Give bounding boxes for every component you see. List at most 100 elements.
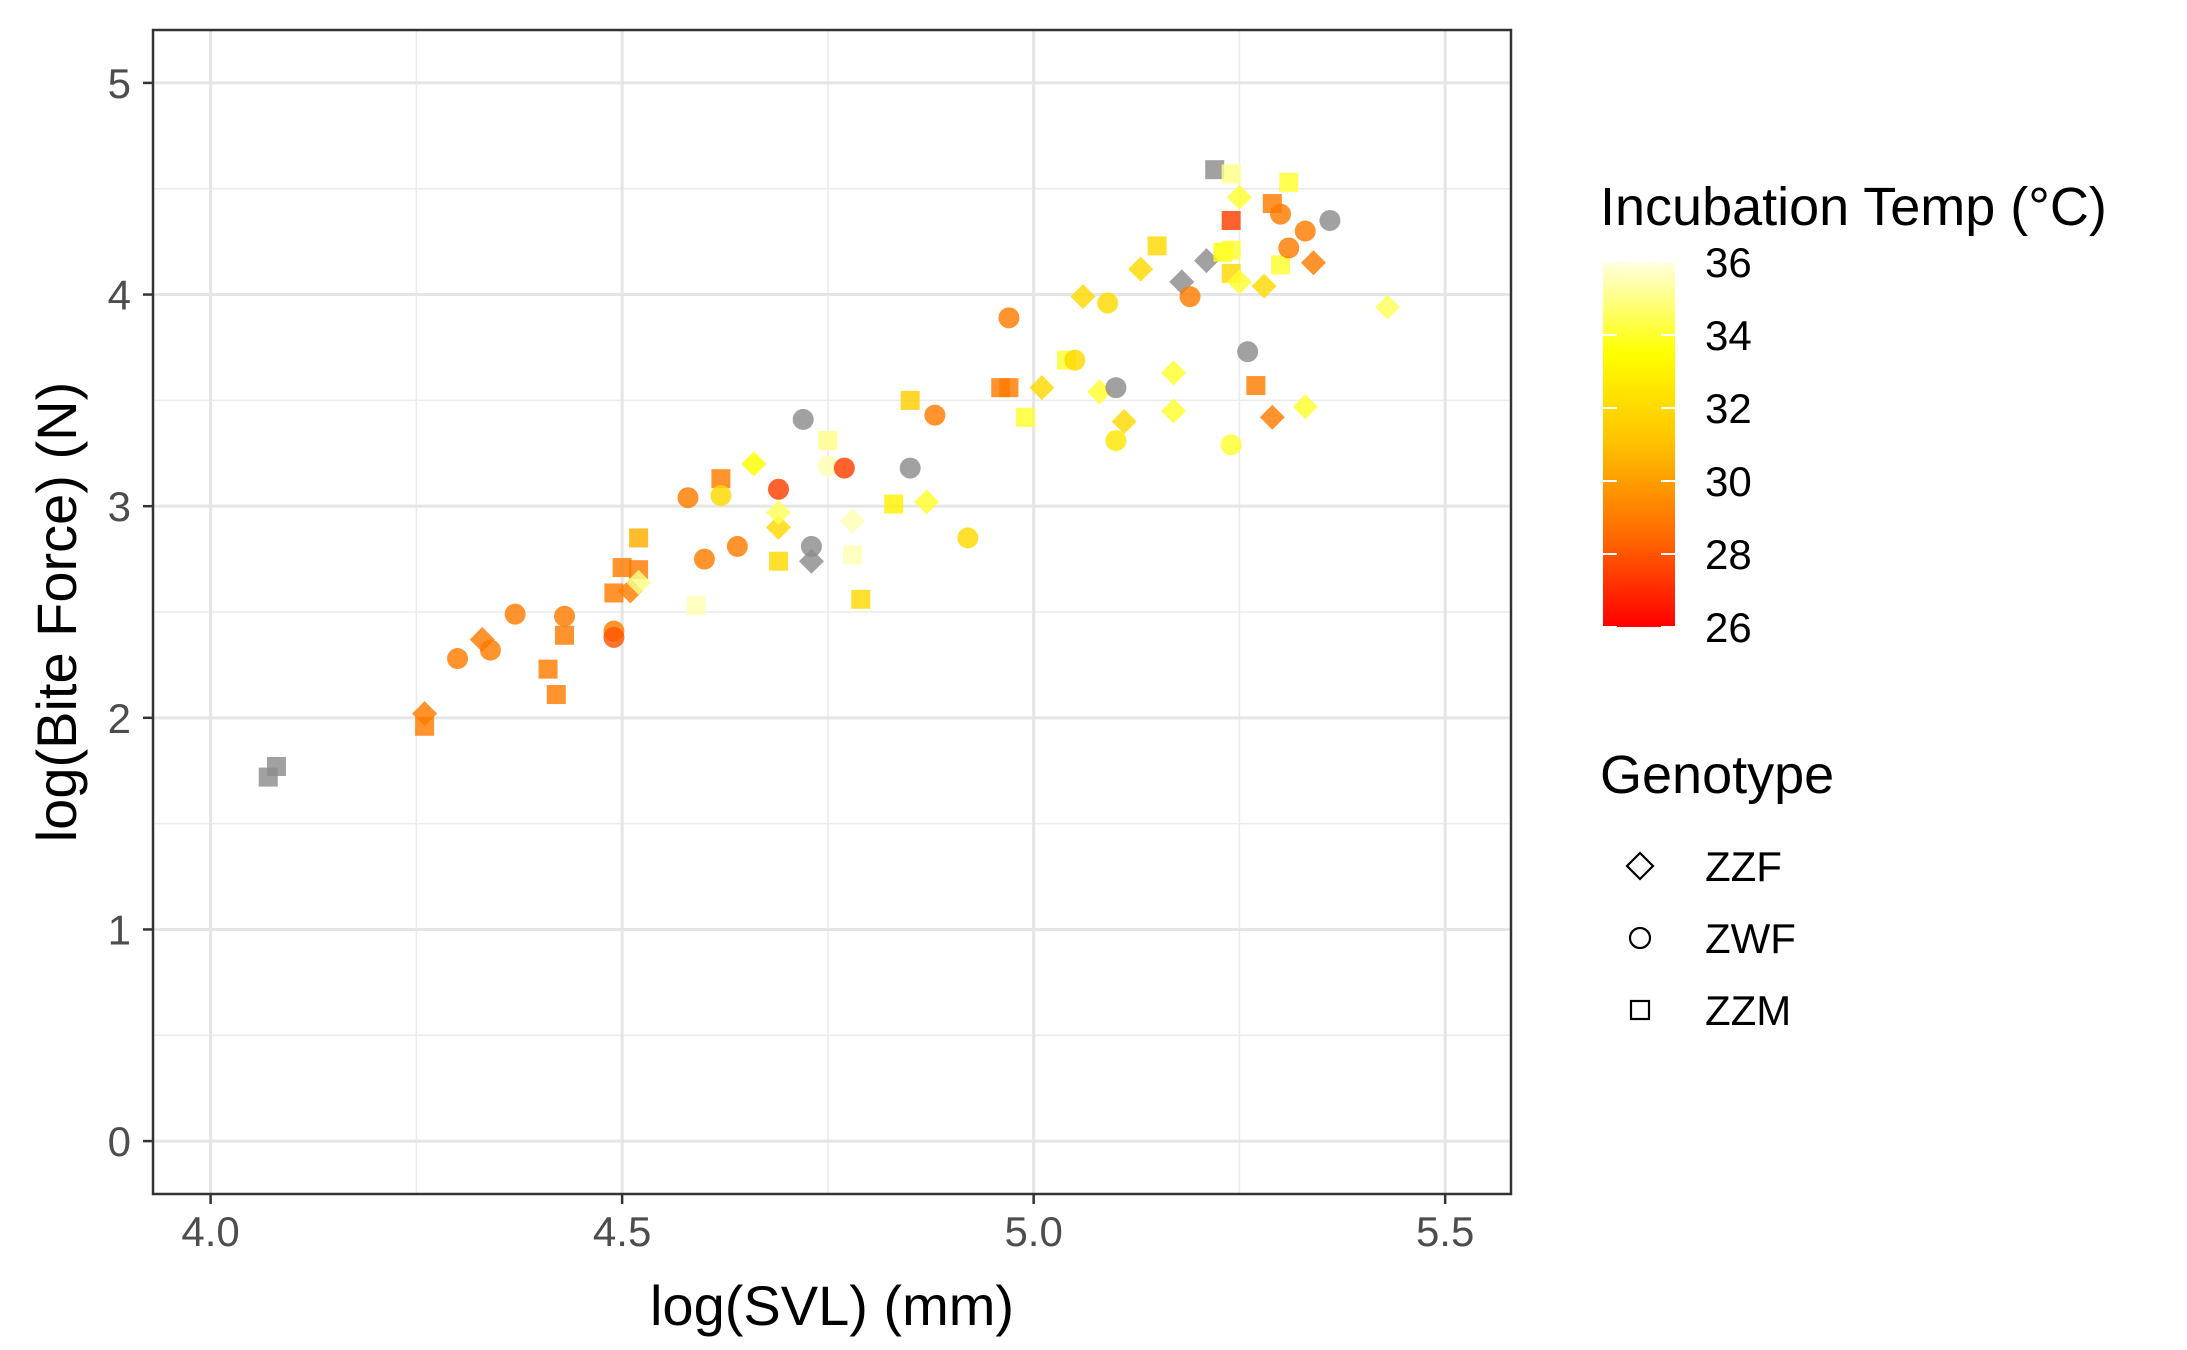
y-tick-label: 3: [108, 483, 131, 530]
data-point-zzf: [1029, 375, 1055, 401]
data-point-zwf: [1270, 203, 1292, 225]
colorbar-tick-label: 32: [1705, 385, 1752, 432]
colorbar-tick-label: 26: [1705, 604, 1752, 651]
data-point-zwf: [603, 626, 625, 648]
data-point-zzf: [1161, 360, 1187, 386]
data-point-zwf: [504, 603, 526, 625]
data-point-zzm: [711, 469, 731, 489]
data-point-zwf: [554, 605, 576, 627]
data-point-zzm: [415, 716, 435, 736]
data-point-zzm: [612, 558, 632, 578]
diamond-legend-icon: [1625, 851, 1655, 881]
shape-legend: Genotype ZZF ZWF ZZM: [1600, 745, 1834, 1034]
data-point-zwf: [768, 478, 790, 500]
data-points: [258, 160, 1401, 787]
data-point-zwf: [1179, 286, 1201, 308]
data-point-zzf: [1111, 409, 1137, 435]
shape-legend-title: Genotype: [1600, 745, 1834, 805]
data-point-zwf: [957, 527, 979, 549]
data-point-zzm: [843, 545, 863, 565]
data-point-zzm: [851, 589, 871, 609]
x-tick-label: 5.0: [1004, 1208, 1062, 1255]
x-tick-label: 4.5: [593, 1208, 651, 1255]
data-point-zzm: [1246, 376, 1266, 396]
data-point-zzm: [1147, 236, 1167, 256]
data-point-zwf: [899, 457, 921, 479]
data-point-zzm: [604, 583, 624, 603]
data-point-zzf: [1128, 256, 1154, 282]
data-point-zzm: [1279, 172, 1299, 192]
data-point-zzm: [546, 685, 566, 705]
y-tick-label: 5: [108, 60, 131, 107]
data-point-zzf: [840, 508, 866, 534]
data-point-zzm: [1271, 255, 1291, 275]
data-point-zwf: [710, 485, 732, 507]
color-legend: Incubation Temp (°C) 36 34 32 30 28 26: [1600, 177, 2107, 651]
data-point-zwf: [1097, 292, 1119, 314]
data-point-zzm: [900, 390, 920, 410]
y-tick-label: 4: [108, 272, 131, 319]
data-point-zzf: [766, 514, 792, 540]
data-point-zwf: [924, 404, 946, 426]
x-tick-label: 4.0: [181, 1208, 239, 1255]
data-point-zwf: [998, 307, 1020, 329]
colorbar-tick-label: 30: [1705, 458, 1752, 505]
data-point-zwf: [1105, 430, 1127, 452]
data-point-zzm: [266, 756, 286, 776]
panel-border: [151, 28, 1513, 1196]
y-tick-label: 2: [108, 695, 131, 742]
data-point-zzm: [686, 596, 706, 616]
square-legend-icon: [1629, 999, 1651, 1021]
y-tick-label: 0: [108, 1118, 131, 1165]
data-point-zzf: [626, 569, 652, 595]
data-point-zzf: [914, 489, 940, 515]
data-point-zzm: [1221, 240, 1241, 260]
data-point-zwf: [693, 548, 715, 570]
data-point-zzm: [1015, 407, 1035, 427]
data-point-zzf: [1375, 294, 1401, 320]
data-point-zzf: [741, 451, 767, 477]
major-gridlines: [153, 30, 1511, 1194]
data-point-zzf: [1259, 404, 1285, 430]
data-point-zwf: [817, 455, 839, 477]
data-point-zzm: [555, 625, 575, 645]
data-point-zzm: [629, 528, 649, 548]
data-point-zzm: [538, 659, 558, 679]
data-point-zzf: [1300, 250, 1326, 276]
data-point-zzm: [1221, 210, 1241, 230]
data-point-zwf: [1278, 237, 1300, 259]
color-legend-colorbar: [1603, 262, 1675, 627]
color-legend-title: Incubation Temp (°C): [1600, 177, 2107, 237]
data-point-zzf: [1161, 398, 1187, 424]
data-point-zwf: [1105, 377, 1127, 399]
x-axis-title: log(SVL) (mm): [650, 1274, 1014, 1337]
data-point-zzm: [818, 431, 838, 451]
data-point-zwf: [833, 457, 855, 479]
plot-panel: [151, 28, 1513, 1196]
data-point-zwf: [1220, 434, 1242, 456]
data-point-zwf: [1294, 220, 1316, 242]
shape-legend-items: ZZF ZWF ZZM: [1625, 843, 1796, 1034]
data-point-zzf: [1292, 394, 1318, 420]
x-axis: 4.0 4.5 5.0 5.5: [181, 1194, 1474, 1255]
y-axis-title: log(Bite Force) (N): [25, 382, 88, 843]
circle-legend-icon: [1628, 926, 1652, 950]
y-tick-label: 1: [108, 906, 131, 953]
x-tick-label: 5.5: [1416, 1208, 1474, 1255]
data-point-zzm: [629, 560, 649, 580]
data-point-zwf: [1064, 349, 1086, 371]
colorbar-ticks: 36 34 32 30 28 26: [1603, 239, 1752, 651]
shape-legend-label: ZZF: [1705, 843, 1782, 890]
data-point-zzm: [999, 378, 1019, 398]
data-point-zwf: [800, 535, 822, 557]
data-point-zzf: [1193, 248, 1219, 274]
colorbar-tick-label: 34: [1705, 312, 1752, 359]
data-point-zwf: [677, 487, 699, 509]
colorbar-tick-label: 36: [1705, 239, 1752, 286]
data-point-zwf: [1319, 209, 1341, 231]
shape-legend-label: ZWF: [1705, 915, 1796, 962]
shape-legend-label: ZZM: [1705, 987, 1791, 1034]
data-point-zzm: [884, 494, 904, 514]
data-point-zwf: [792, 408, 814, 430]
